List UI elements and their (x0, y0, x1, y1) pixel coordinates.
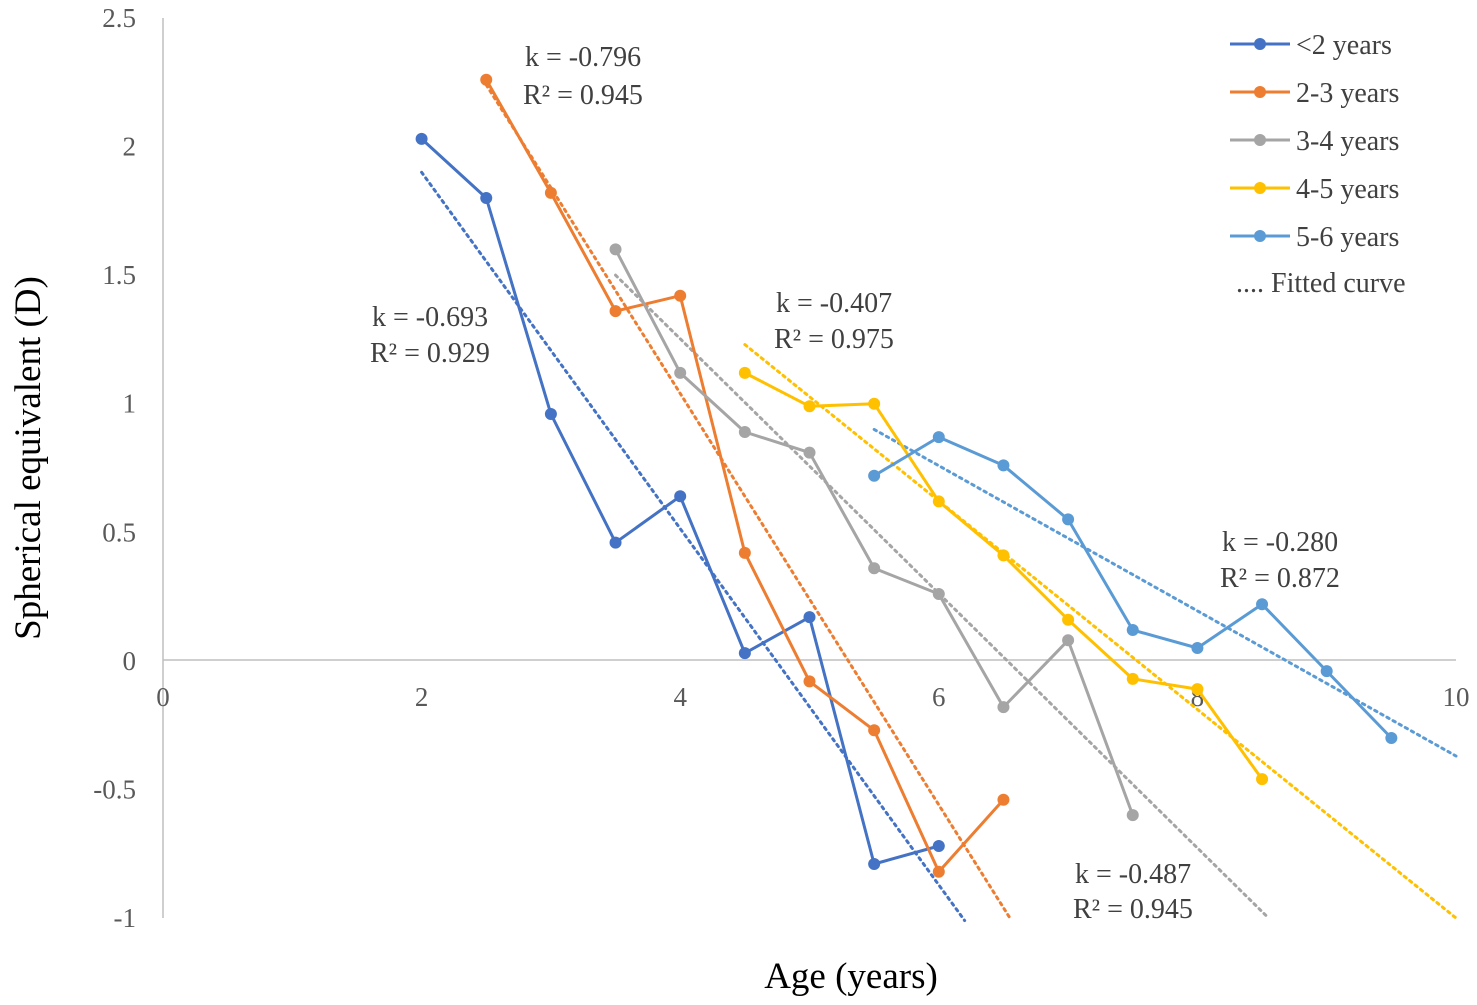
data-point-5-6-years-0 (868, 469, 881, 482)
x-tick-label-6: 6 (932, 682, 946, 712)
y-tick-label--0p5: -0.5 (93, 774, 136, 804)
data-point-5-6-years-4 (1126, 624, 1139, 636)
annotations: k = -0.693 R² = 0.929 k = -0.796 R² = 0.… (370, 42, 1340, 925)
annotation-r2-5-6: R² = 0.872 (1220, 563, 1340, 594)
data-point-4-5-years-6 (1126, 672, 1139, 685)
y-axis-title: Spherical equivalent (D) (8, 276, 49, 640)
legend-label-3-4: 3-4 years (1296, 126, 1399, 157)
data-point-lt2-years-2 (544, 408, 557, 420)
annotation-k-lt2: k = -0.693 (372, 302, 488, 333)
data-point-lt2-years-0 (415, 132, 428, 145)
data-point-2-3-years-8 (997, 793, 1010, 806)
data-point-5-6-years-6 (1256, 598, 1269, 611)
data-point-lt2-years-5 (738, 647, 751, 660)
data-point-5-6-years-2 (997, 459, 1010, 472)
fitted-curve-2-3-years (484, 83, 1012, 920)
y-tick-label-0p5: 0.5 (102, 517, 136, 547)
annotation-k-5-6: k = -0.280 (1222, 527, 1338, 558)
annotation-r2-lt2: R² = 0.929 (370, 338, 490, 369)
data-point-lt2-years-1 (480, 192, 493, 204)
data-point-3-4-years-6 (997, 701, 1010, 714)
legend-label-5-6: 5-6 years (1296, 222, 1399, 253)
legend-label-2-3: 2-3 years (1296, 78, 1399, 109)
data-point-lt2-years-3 (609, 536, 622, 549)
legend-label-fitted-curve: .... Fitted curve (1236, 268, 1406, 299)
annotation-k-3-4: k = -0.487 (1075, 859, 1191, 890)
data-point-2-3-years-3 (674, 289, 687, 302)
data-point-2-3-years-2 (609, 305, 622, 318)
legend-swatch-marker-4-5-years (1254, 182, 1266, 194)
series-line-2-3-years (484, 78, 1005, 874)
legend-label-lt2: <2 years (1296, 30, 1392, 61)
annotation-r2-2-3: R² = 0.945 (523, 80, 643, 111)
data-point-5-6-years-8 (1385, 732, 1398, 744)
data-point-4-5-years-1 (803, 400, 816, 413)
data-point-4-5-years-7 (1191, 683, 1204, 696)
data-point-3-4-years-8 (1126, 809, 1139, 822)
data-point-lt2-years-6 (803, 611, 816, 624)
y-tick-label--1: -1 (114, 903, 137, 933)
y-tick-label-2p5: 2.5 (102, 3, 136, 33)
data-point-4-5-years-2 (868, 397, 881, 410)
data-point-lt2-years-4 (674, 490, 687, 503)
data-point-2-3-years-1 (544, 186, 557, 199)
series-line-4-5-years (744, 371, 1264, 781)
data-point-5-6-years-3 (1062, 513, 1075, 526)
x-tick-label-4: 4 (673, 682, 687, 712)
tick-labels: 0 2 4 6 8 10-1-0.500.511.522.5 (93, 3, 1469, 933)
legend-swatch-marker-3-4-years (1254, 134, 1266, 146)
x-axis-title: Age (years) (764, 956, 938, 997)
data-point-4-5-years-8 (1256, 773, 1269, 786)
data-point-3-4-years-0 (609, 243, 622, 256)
data-point-4-5-years-0 (738, 366, 751, 379)
data-point-3-4-years-5 (932, 588, 945, 600)
data-point-5-6-years-1 (932, 431, 945, 444)
data-point-3-4-years-1 (674, 366, 687, 379)
data-point-4-5-years-3 (932, 495, 945, 508)
data-point-3-4-years-3 (803, 446, 816, 459)
annotation-k-4-5: k = -0.407 (776, 288, 892, 319)
data-point-3-4-years-7 (1062, 634, 1075, 647)
y-tick-label-2: 2 (123, 132, 137, 162)
data-point-5-6-years-7 (1320, 665, 1333, 678)
annotation-r2-4-5: R² = 0.975 (774, 324, 894, 355)
legend-swatch-marker-5-6-years (1254, 230, 1266, 242)
data-point-2-3-years-7 (932, 865, 945, 878)
series-lines (420, 78, 1393, 874)
data-point-3-4-years-4 (868, 562, 881, 575)
series-markers (415, 73, 1398, 878)
data-point-2-3-years-4 (738, 546, 751, 559)
data-point-lt2-years-7 (868, 858, 881, 870)
data-point-3-4-years-2 (738, 426, 751, 438)
annotation-k-2-3: k = -0.796 (525, 42, 641, 73)
legend-swatch-marker-lt2-years (1254, 38, 1266, 50)
fitted-curve-4-5-years (743, 343, 1458, 920)
annotation-r2-3-4: R² = 0.945 (1073, 894, 1193, 925)
data-point-4-5-years-4 (997, 549, 1010, 562)
x-tick-label-0: 0 (156, 682, 170, 712)
data-point-4-5-years-5 (1062, 613, 1075, 626)
data-point-2-3-years-6 (868, 724, 881, 737)
y-tick-label-1p5: 1.5 (102, 260, 136, 290)
x-tick-label-2: 2 (415, 682, 429, 712)
legend-swatch-marker-2-3-years (1254, 86, 1266, 98)
fitted-curve-lt2-years (420, 170, 967, 923)
y-tick-label-0: 0 (123, 646, 137, 676)
x-tick-label-10: 10 (1443, 682, 1470, 712)
data-point-2-3-years-0 (480, 73, 493, 86)
data-point-5-6-years-5 (1191, 642, 1204, 654)
fitted-curve-5-6-years (872, 427, 1458, 758)
data-point-2-3-years-5 (803, 675, 816, 688)
data-point-lt2-years-8 (932, 840, 945, 852)
legend: <2 years 2-3 years 3-4 years 4-5 years 5… (1230, 30, 1406, 299)
legend-label-4-5: 4-5 years (1296, 174, 1399, 205)
y-tick-label-1: 1 (123, 389, 137, 419)
